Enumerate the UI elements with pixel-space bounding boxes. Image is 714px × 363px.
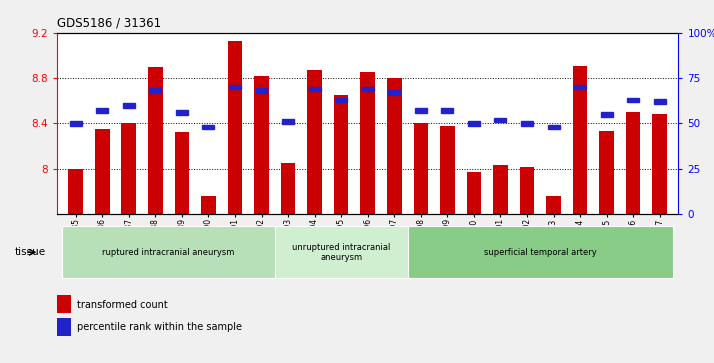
Bar <box>201 196 216 214</box>
Bar <box>387 78 401 214</box>
Bar <box>254 76 269 214</box>
Bar <box>440 126 455 214</box>
Bar <box>408 226 673 278</box>
Text: GDS5186 / 31361: GDS5186 / 31361 <box>57 16 161 29</box>
Bar <box>175 132 189 214</box>
Text: percentile rank within the sample: percentile rank within the sample <box>77 322 242 333</box>
Bar <box>548 125 560 129</box>
Text: ruptured intracranial aneurysm: ruptured intracranial aneurysm <box>102 248 235 257</box>
Bar <box>335 98 347 102</box>
Bar <box>256 89 268 93</box>
Bar <box>388 90 401 95</box>
Bar <box>148 67 163 214</box>
Bar <box>95 129 109 214</box>
Text: superficial temporal artery: superficial temporal artery <box>484 248 597 257</box>
Bar <box>546 196 560 214</box>
Bar <box>521 121 533 126</box>
Bar <box>413 123 428 214</box>
Bar <box>62 226 275 278</box>
Bar <box>493 166 508 214</box>
Bar <box>626 112 640 214</box>
Bar <box>121 123 136 214</box>
Text: unruptured intracranial
aneurysm: unruptured intracranial aneurysm <box>292 242 391 262</box>
Bar <box>599 131 614 214</box>
Bar <box>653 114 667 214</box>
Bar <box>149 89 161 93</box>
Bar <box>441 109 453 113</box>
Bar <box>627 98 639 102</box>
Bar <box>573 66 588 214</box>
Bar <box>468 121 480 126</box>
Bar <box>415 109 427 113</box>
Bar <box>574 85 586 89</box>
Bar <box>228 41 242 214</box>
Bar <box>495 118 506 122</box>
Bar <box>281 163 296 214</box>
Bar <box>654 99 665 104</box>
Bar <box>600 112 613 117</box>
Bar <box>69 169 83 214</box>
Bar <box>466 172 481 214</box>
Text: tissue: tissue <box>14 247 46 257</box>
Bar <box>70 121 81 126</box>
Bar <box>57 295 71 313</box>
Text: transformed count: transformed count <box>77 299 168 310</box>
Bar <box>282 119 294 124</box>
Bar <box>520 167 534 214</box>
Bar <box>275 226 408 278</box>
Bar <box>176 110 188 115</box>
Bar <box>307 70 322 214</box>
Bar <box>362 87 373 91</box>
Bar <box>203 125 214 129</box>
Bar <box>334 95 348 214</box>
Bar <box>361 72 375 214</box>
Bar <box>308 87 321 91</box>
Bar <box>123 103 135 107</box>
Bar <box>57 318 71 336</box>
Bar <box>96 109 109 113</box>
Bar <box>229 85 241 89</box>
